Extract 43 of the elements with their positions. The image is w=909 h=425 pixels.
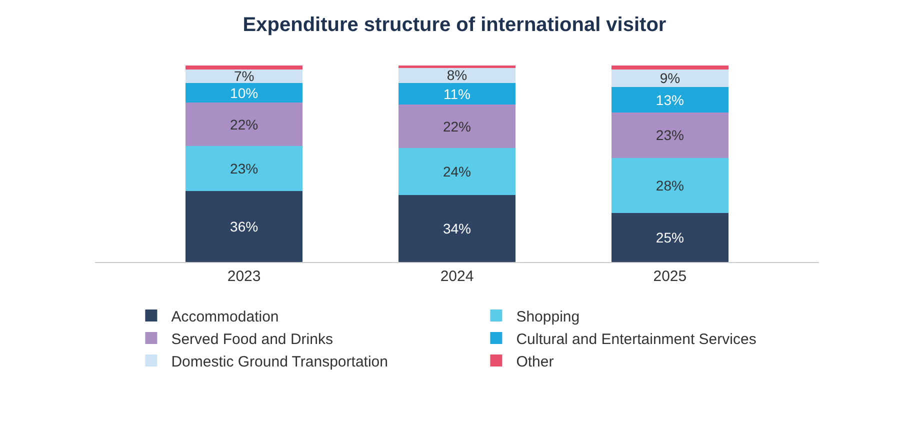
legend-label: Cultural and Entertainment Services: [516, 330, 756, 348]
bar: [398, 65, 516, 68]
bar: [186, 69, 303, 84]
legend-label: Domestic Ground Transportation: [171, 353, 388, 370]
data-label: 22%: [230, 116, 258, 132]
data-label: 13%: [656, 92, 684, 108]
bar: [186, 65, 303, 70]
x-tick-label: 2025: [653, 268, 687, 285]
bar: [186, 191, 303, 262]
data-label: 28%: [656, 177, 684, 194]
bar: [398, 83, 516, 105]
data-label: 23%: [656, 127, 684, 144]
data-label: 8%: [446, 67, 468, 84]
data-label: 9%: [660, 70, 680, 86]
data-label: 10%: [230, 84, 258, 101]
x-tick-label: 2023: [227, 268, 261, 285]
bar: [611, 158, 728, 213]
bar: [186, 83, 303, 103]
bar: [611, 212, 728, 262]
legend-label: Other: [516, 353, 554, 370]
legend-label: Accommodation: [171, 308, 279, 326]
data-label: 34%: [442, 220, 472, 237]
legend-label: Shopping: [516, 308, 580, 326]
bar: [186, 102, 303, 146]
data-label: 25%: [656, 229, 684, 246]
bar: [398, 104, 516, 148]
bar: [398, 195, 516, 262]
bar: [611, 65, 728, 70]
bar: [611, 112, 728, 158]
bar: [398, 148, 516, 196]
data-label: 11%: [444, 86, 470, 102]
data-label: 36%: [230, 218, 258, 235]
bar: [398, 67, 516, 84]
bar: [611, 69, 728, 87]
data-label: 24%: [442, 164, 472, 180]
bar: [611, 86, 728, 113]
bar: [186, 146, 303, 192]
data-label: 22%: [442, 118, 472, 134]
data-label: 7%: [234, 68, 254, 84]
chart-title: Expenditure structure of international visitor: [242, 14, 666, 36]
x-tick-label: 2024: [440, 268, 474, 285]
data-label: 23%: [230, 160, 258, 177]
legend-label: Served Food and Drinks: [171, 330, 333, 348]
